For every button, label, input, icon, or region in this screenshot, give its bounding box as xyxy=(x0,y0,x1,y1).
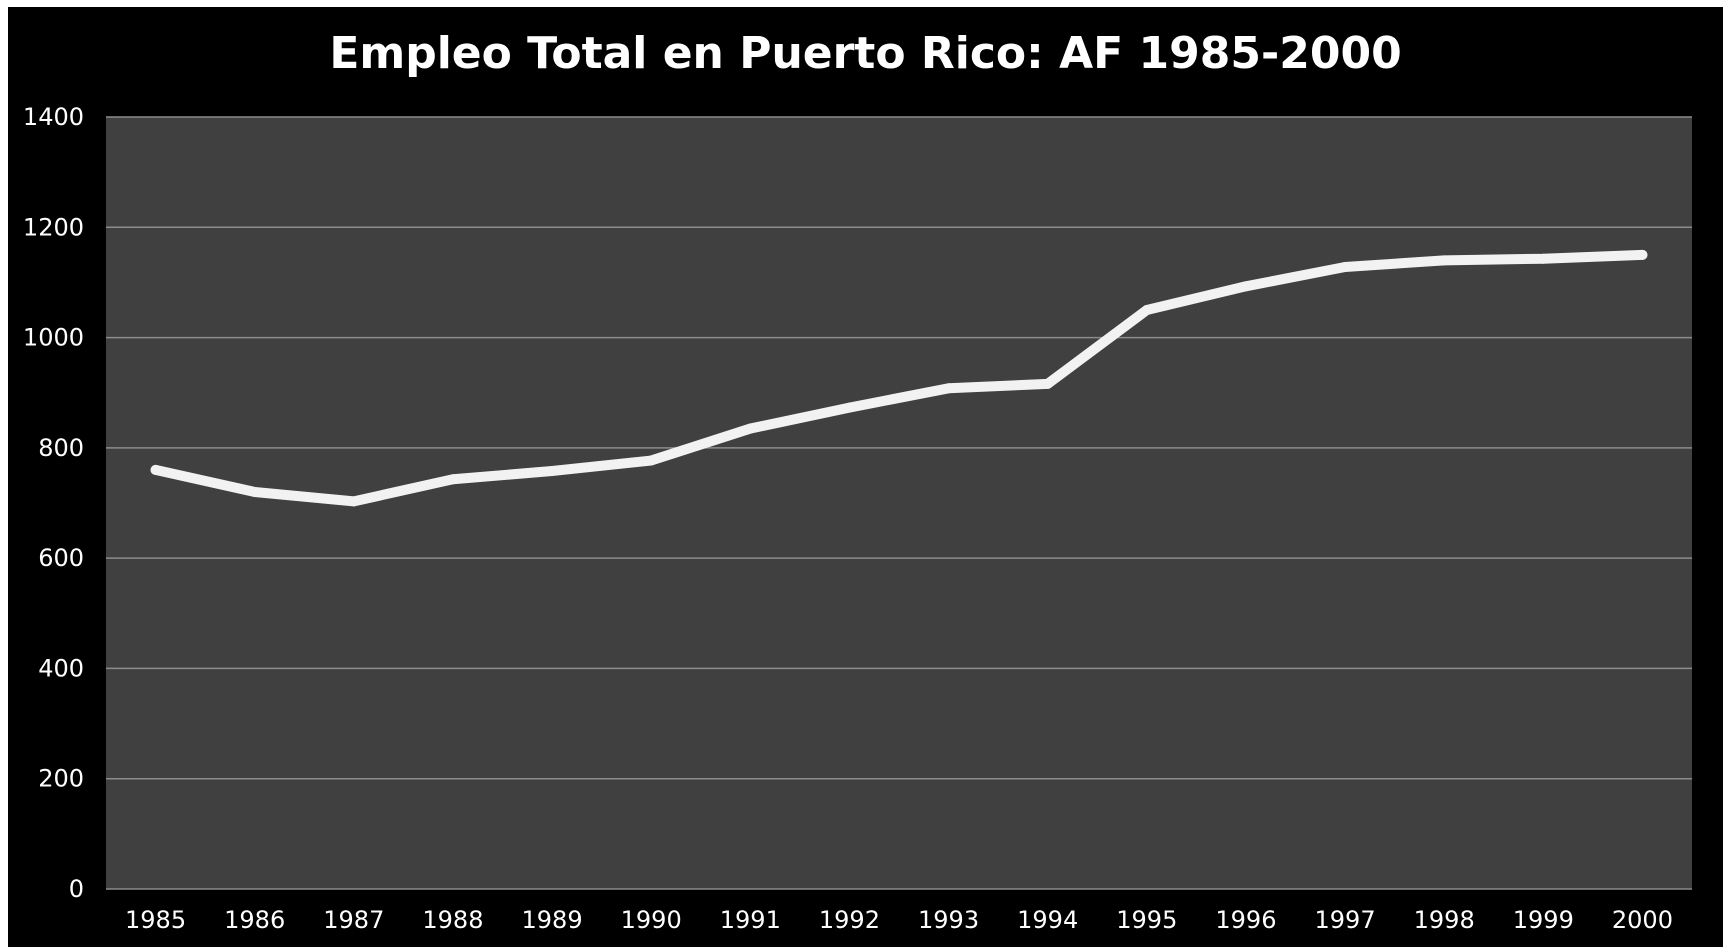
y-tick-label: 800 xyxy=(38,434,84,462)
x-tick-label: 1994 xyxy=(1017,906,1078,934)
x-tick-label: 1987 xyxy=(323,906,384,934)
series-line xyxy=(150,249,1648,507)
data-point xyxy=(943,383,954,394)
y-axis-ticks: 0 200 400 600 800 1000 1200 1400 xyxy=(23,103,84,903)
x-tick-label: 1989 xyxy=(522,906,583,934)
data-point xyxy=(745,423,756,434)
data-point xyxy=(447,474,458,485)
x-axis-ticks: 1985 1986 1987 1988 1989 1990 1991 1992 1993 1994… xyxy=(125,906,1673,934)
data-point xyxy=(1042,378,1053,389)
y-tick-label: 1200 xyxy=(23,213,84,241)
data-point xyxy=(249,486,260,497)
x-tick-label: 1999 xyxy=(1513,906,1574,934)
x-tick-label: 1986 xyxy=(224,906,285,934)
x-tick-label: 2000 xyxy=(1612,906,1673,934)
data-point xyxy=(547,466,558,477)
data-point xyxy=(1240,281,1251,292)
data-point xyxy=(150,464,161,475)
y-tick-label: 200 xyxy=(38,765,84,793)
data-point xyxy=(646,455,657,466)
data-point xyxy=(844,402,855,413)
data-point xyxy=(1538,253,1549,264)
data-point xyxy=(348,496,359,507)
y-tick-label: 400 xyxy=(38,654,84,682)
x-tick-label: 1993 xyxy=(918,906,979,934)
x-tick-label: 1991 xyxy=(720,906,781,934)
y-tick-label: 1400 xyxy=(23,103,84,131)
x-tick-label: 1985 xyxy=(125,906,186,934)
plot-area xyxy=(106,117,1692,889)
data-point xyxy=(1340,261,1351,272)
gridlines xyxy=(106,116,1692,890)
x-tick-label: 1998 xyxy=(1414,906,1475,934)
data-point xyxy=(1439,255,1450,266)
x-tick-label: 1995 xyxy=(1116,906,1177,934)
y-tick-label: 600 xyxy=(38,544,84,572)
x-tick-label: 1990 xyxy=(621,906,682,934)
y-tick-label: 1000 xyxy=(23,324,84,352)
y-tick-label: 0 xyxy=(69,875,84,903)
series-layer xyxy=(150,249,1648,507)
data-point xyxy=(1141,305,1152,315)
chart-title: Empleo Total en Puerto Rico: AF 1985-200… xyxy=(329,28,1402,79)
x-tick-label: 1997 xyxy=(1315,906,1376,934)
x-tick-label: 1992 xyxy=(819,906,880,934)
x-tick-label: 1988 xyxy=(422,906,483,934)
data-point xyxy=(1637,249,1648,260)
x-tick-label: 1996 xyxy=(1215,906,1276,934)
